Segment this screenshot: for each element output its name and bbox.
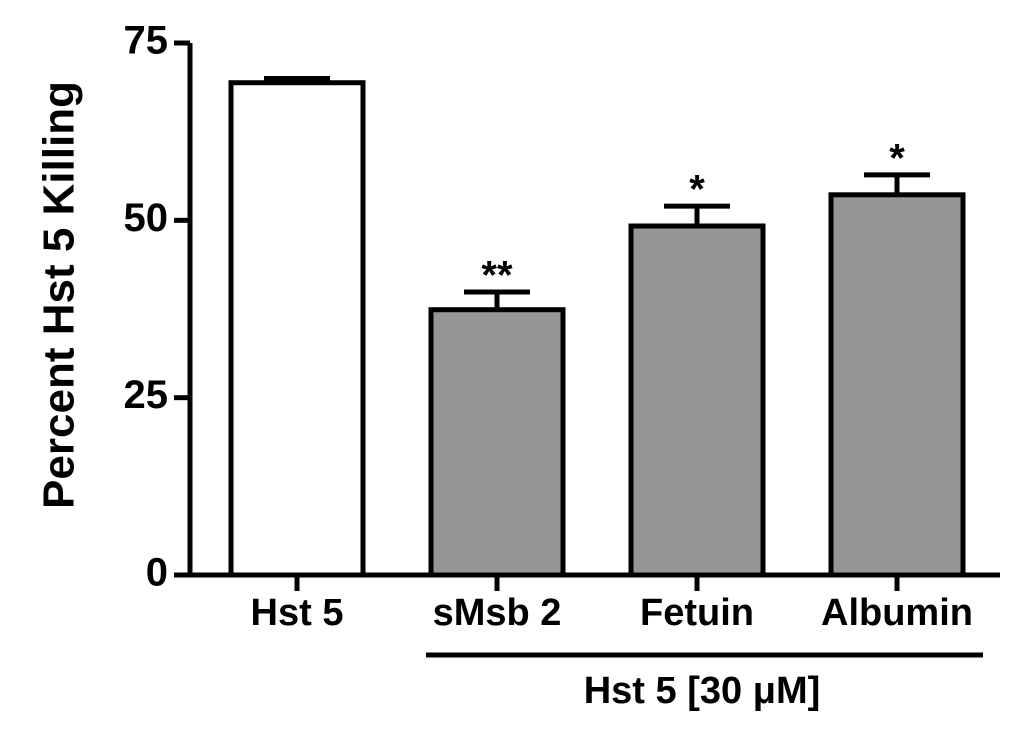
y-tick-label: 75 (124, 19, 169, 63)
x-tick-label: Hst 5 (251, 592, 344, 634)
bar (228, 80, 366, 578)
significance-label: ** (481, 254, 513, 298)
x-tick-label: sMsb 2 (433, 592, 562, 634)
group-label: Hst 5 [30 μM] (584, 670, 821, 712)
bar (828, 192, 966, 578)
y-tick-label: 50 (124, 196, 169, 240)
x-tick-label: Albumin (821, 592, 973, 634)
x-tick-label: Fetuin (640, 592, 754, 634)
y-axis-label: Percent Hst 5 Killing (35, 81, 84, 509)
significance-label: * (889, 136, 905, 180)
y-tick-label: 25 (124, 373, 169, 417)
significance-label: * (689, 168, 705, 212)
bar (428, 307, 566, 578)
y-tick-label: 0 (146, 551, 168, 595)
bar (628, 223, 766, 578)
